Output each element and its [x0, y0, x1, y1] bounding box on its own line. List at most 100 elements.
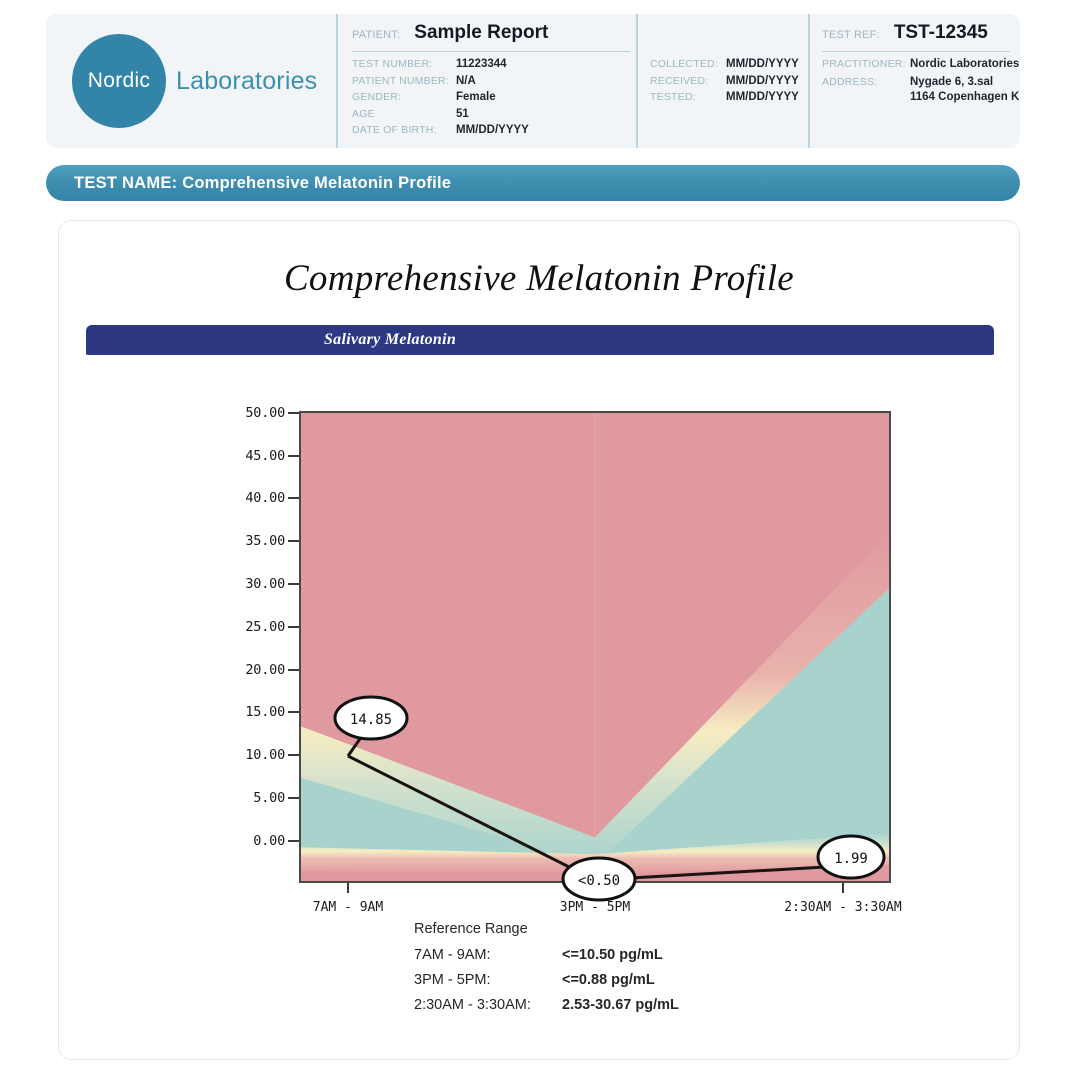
field-label: AGE: [352, 107, 375, 120]
lab-reference-block: TEST REF: TST-12345 PRACTITIONER: Nordic…: [808, 14, 1020, 148]
dates-block: COLLECTED: MM/DD/YYYY RECEIVED: MM/DD/YY…: [636, 14, 808, 148]
logo-circle-label: Nordic: [87, 69, 151, 92]
x-tick-label: 7AM - 9AM: [312, 900, 384, 915]
patient-name-row: PATIENT: Sample Report: [352, 22, 630, 52]
x-tick-mark: [842, 883, 844, 893]
field-value: 11223344: [456, 58, 507, 70]
panel-title: Salivary Melatonin: [323, 331, 457, 348]
x-tick-mark: [347, 883, 349, 893]
date-label: RECEIVED:: [650, 74, 709, 87]
reference-range-block: Reference Range 7AM - 9AM: <=10.50 pg/mL…: [414, 921, 679, 1022]
reference-bands: [301, 413, 889, 881]
patient-fields-list: TEST NUMBER: 11223344 PATIENT NUMBER: N/…: [352, 58, 636, 136]
lab-fields-list: PRACTITIONER: Nordic Laboratories ADDRES…: [822, 58, 1020, 105]
address-row: ADDRESS: Nygade 6, 3.sal 1164 Copenhagen…: [822, 75, 1020, 105]
practitioner-row: PRACTITIONER: Nordic Laboratories: [822, 58, 1020, 70]
field-label: TEST NUMBER:: [352, 58, 433, 70]
reference-band-svg: [301, 413, 889, 881]
report-card: Comprehensive Melatonin Profile Salivary…: [58, 220, 1020, 1060]
brand-logo: Nordic Laboratories: [46, 14, 336, 148]
patient-info-block: PATIENT: Sample Report TEST NUMBER: 1122…: [336, 14, 636, 148]
y-tick-label: 10.00: [245, 747, 285, 764]
x-tick-mark: [594, 883, 596, 893]
field-label: GENDER:: [352, 91, 402, 103]
test-name-value: Comprehensive Melatonin Profile: [182, 173, 452, 192]
date-value: MM/DD/YYYY: [726, 74, 799, 87]
y-tick-label: 35.00: [245, 533, 285, 550]
y-tick-mark: [288, 754, 299, 757]
y-tick-label: 20.00: [245, 661, 285, 678]
date-label: TESTED:: [650, 91, 696, 103]
logo-wordmark: Laboratories: [176, 66, 318, 95]
field-value: MM/DD/YYYY: [456, 124, 529, 136]
reference-range-title: Reference Range: [414, 921, 528, 937]
address-value: Nygade 6, 3.sal 1164 Copenhagen K: [910, 75, 1019, 105]
y-axis: 0.00 5.00 10.00 15.00 20.00 25.00 30.00 …: [86, 405, 299, 883]
y-tick-mark: [288, 583, 299, 585]
date-value: MM/DD/YYYY: [726, 91, 799, 103]
field-row: GENDER: Female: [352, 91, 636, 103]
y-tick-mark: [288, 411, 299, 414]
field-row: DATE OF BIRTH: MM/DD/YYYY: [352, 124, 636, 136]
date-value: MM/DD/YYYY: [726, 58, 799, 70]
y-tick-mark: [288, 839, 299, 842]
reference-range-value: <=0.88 pg/mL: [562, 972, 655, 988]
chart-title: Comprehensive Melatonin Profile: [283, 258, 795, 299]
y-tick-mark: [288, 497, 299, 500]
reference-range-value: <=10.50 pg/mL: [562, 947, 663, 963]
y-tick-label: 50.00: [245, 404, 285, 421]
field-row: AGE 51: [352, 108, 636, 120]
date-row: TESTED: MM/DD/YYYY: [650, 91, 808, 103]
reference-range-value: 2.53-30.67 pg/mL: [562, 997, 679, 1013]
test-name-text: TEST NAME: Comprehensive Melatonin Profi…: [74, 174, 451, 193]
practitioner-label: PRACTITIONER:: [822, 58, 906, 70]
reference-range-row: 2:30AM - 3:30AM: 2.53-30.67 pg/mL: [414, 997, 679, 1013]
reference-range-row: 7AM - 9AM: <=10.50 pg/mL: [414, 947, 679, 963]
test-ref-label: TEST REF:: [822, 29, 880, 41]
field-value: 51: [456, 107, 469, 120]
address-line-2: 1164 Copenhagen K: [910, 90, 1020, 103]
test-ref-value: TST-12345: [893, 22, 988, 43]
date-label: COLLECTED:: [650, 58, 718, 70]
x-axis: 7AM - 9AM 3PM - 5PM 2:30AM - 3:30AM: [299, 883, 902, 943]
reference-range-row: 3PM - 5PM: <=0.88 pg/mL: [414, 972, 679, 988]
y-tick-label: 0.00: [253, 832, 285, 849]
y-tick-mark: [288, 711, 299, 714]
panel-title-bar: Salivary Melatonin: [86, 325, 994, 355]
y-tick-label: 5.00: [253, 790, 285, 806]
test-name-prefix: TEST NAME:: [74, 173, 178, 192]
reference-range-key: 2:30AM - 3:30AM:: [414, 997, 531, 1013]
patient-name: Sample Report: [414, 22, 549, 43]
patient-label: PATIENT:: [352, 29, 401, 41]
field-label: DATE OF BIRTH:: [352, 124, 437, 136]
practitioner-value: Nordic Laboratories: [910, 58, 1020, 70]
y-tick-label: 15.00: [245, 704, 285, 721]
y-tick-label: 40.00: [245, 490, 285, 507]
address-line-1: Nygade 6, 3.sal: [910, 75, 994, 88]
y-tick-label: 45.00: [245, 447, 285, 464]
x-tick-label: 3PM - 5PM: [559, 900, 631, 915]
test-ref-row: TEST REF: TST-12345: [822, 22, 1010, 52]
nordic-circle-logo: Nordic: [72, 34, 166, 128]
field-label: PATIENT NUMBER:: [352, 74, 449, 87]
address-label: ADDRESS:: [822, 75, 878, 88]
reference-range-key: 3PM - 5PM:: [414, 972, 491, 988]
y-tick-mark: [288, 454, 299, 457]
y-tick-label: 25.00: [245, 618, 285, 635]
y-tick-label: 30.00: [245, 576, 285, 592]
y-tick-mark: [288, 625, 299, 628]
date-row: COLLECTED: MM/DD/YYYY: [650, 58, 808, 70]
field-value: N/A: [456, 74, 476, 87]
y-tick-mark: [288, 540, 299, 543]
field-value: Female: [456, 91, 496, 103]
field-row: TEST NUMBER: 11223344: [352, 58, 636, 70]
x-tick-label: 2:30AM - 3:30AM: [784, 900, 902, 915]
date-row: RECEIVED: MM/DD/YYYY: [650, 75, 808, 87]
y-tick-mark: [288, 797, 299, 799]
reference-range-key: 7AM - 9AM:: [414, 947, 491, 963]
field-row: PATIENT NUMBER: N/A: [352, 75, 636, 87]
chart-plot-wrapper: 0.00 5.00 10.00 15.00 20.00 25.00 30.00 …: [86, 355, 994, 1061]
y-tick-mark: [288, 668, 299, 671]
plot-area: [299, 411, 891, 883]
test-name-bar: TEST NAME: Comprehensive Melatonin Profi…: [46, 165, 1020, 201]
